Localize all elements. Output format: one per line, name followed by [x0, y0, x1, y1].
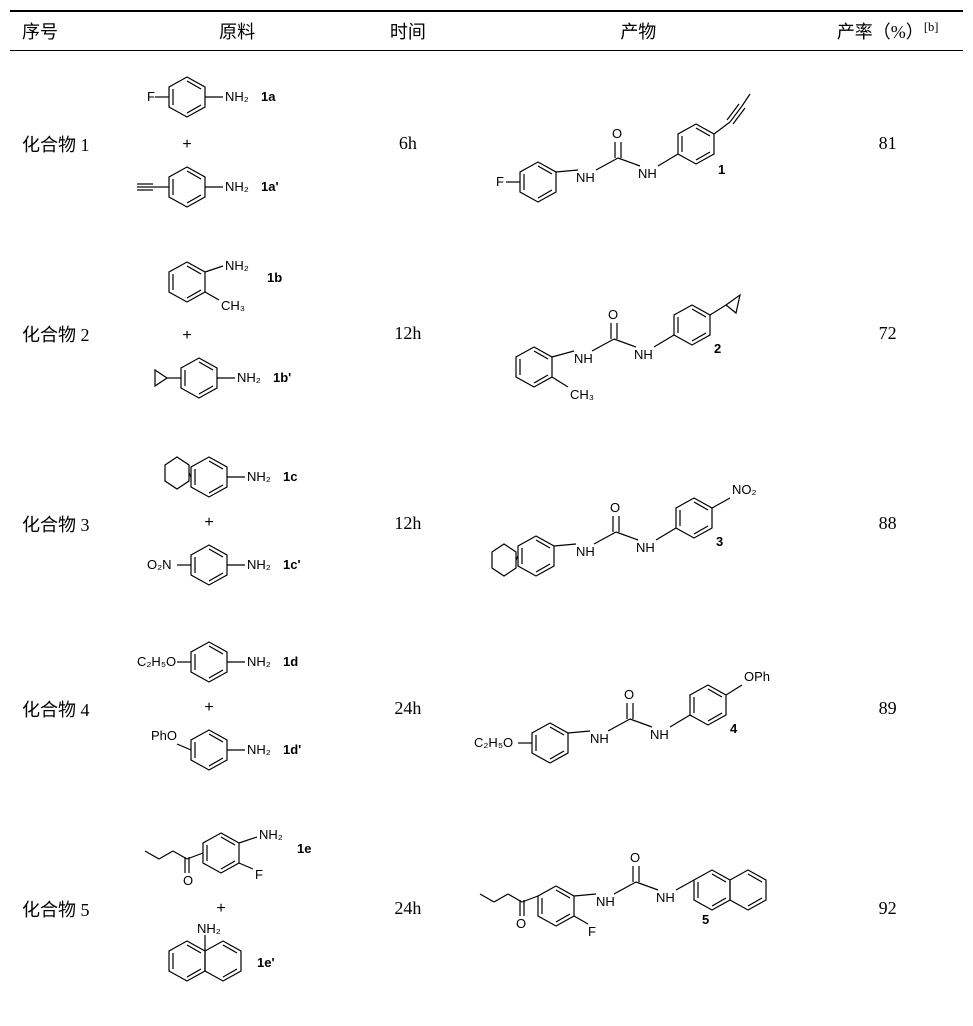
cell-prod-4: C₂H₅O NH O NH OPh 4	[464, 616, 812, 801]
table-row: 化合物 1 F NH₂ 1a +	[10, 51, 963, 237]
chem-NH2: NH₂	[197, 921, 221, 936]
chem-O2N: O₂N	[147, 557, 172, 572]
chem-F: F	[496, 174, 504, 189]
chem-CH3: CH₃	[570, 387, 594, 402]
chem-PhO: PhO	[151, 728, 177, 743]
chem-F: F	[255, 867, 263, 882]
cell-prod-2: CH₃ NH O NH 2	[464, 236, 812, 431]
table-row: 化合物 5	[10, 801, 963, 1016]
cell-seq-3: 化合物 3	[10, 431, 123, 616]
chem-NH: NH	[596, 894, 615, 909]
chem-NH2: NH₂	[247, 557, 271, 572]
chem-F: F	[147, 89, 155, 104]
chem-OPh: OPh	[744, 669, 770, 684]
plus-icon: +	[182, 327, 191, 344]
chem-O: O	[624, 687, 634, 702]
label-prod-1: 1	[718, 162, 725, 177]
chem-NH2: NH₂	[247, 742, 271, 757]
label-1b: 1b	[267, 270, 282, 285]
cell-yield-2: 72	[812, 236, 963, 431]
header-yield-text: 产率（%）	[837, 22, 924, 42]
cell-raw-1: F NH₂ 1a +	[123, 51, 352, 237]
chem-O: O	[610, 500, 620, 515]
chem-F: F	[588, 924, 596, 939]
chem-NH: NH	[636, 540, 655, 555]
chem-O: O	[630, 850, 640, 865]
chem-C2H5O: C₂H₅O	[474, 735, 513, 750]
chem-NH2: NH₂	[225, 179, 249, 194]
chem-O: O	[612, 126, 622, 141]
label-1d: 1d	[283, 654, 298, 669]
header-prod: 产物	[464, 11, 812, 51]
cell-yield-5: 92	[812, 801, 963, 1016]
chem-O: O	[608, 307, 618, 322]
label-1e: 1e	[297, 841, 311, 856]
header-raw: 原料	[123, 11, 352, 51]
cell-seq-1: 化合物 1	[10, 51, 123, 237]
chem-NH2: NH₂	[225, 258, 249, 273]
cell-time-1: 6h	[352, 51, 465, 237]
chem-NH: NH	[576, 170, 595, 185]
header-seq: 序号	[10, 11, 123, 51]
chem-NH: NH	[656, 890, 675, 905]
header-yield: 产率（%）[b]	[812, 11, 963, 51]
label-1a-prime: 1a'	[261, 179, 279, 194]
cell-prod-1: F NH O NH 1	[464, 51, 812, 237]
chem-O: O	[183, 873, 193, 888]
cell-time-3: 12h	[352, 431, 465, 616]
chem-NH: NH	[576, 544, 595, 559]
label-prod-5: 5	[702, 912, 709, 927]
chem-NH2: NH₂	[259, 827, 283, 842]
chem-NH: NH	[634, 347, 653, 362]
cell-yield-3: 88	[812, 431, 963, 616]
label-1e-prime: 1e'	[257, 955, 275, 970]
cell-raw-2: NH₂ CH₃ 1b + NH₂	[123, 236, 352, 431]
chem-NH: NH	[574, 351, 593, 366]
chem-NH: NH	[590, 731, 609, 746]
table-row: 化合物 3 NH₂ 1c +	[10, 431, 963, 616]
cell-prod-5: O F NH O NH 5	[464, 801, 812, 1016]
cell-raw-4: C₂H₅O NH₂ 1d + PhO NH₂ 1d'	[123, 616, 352, 801]
cell-raw-3: NH₂ 1c + O₂N NH₂ 1c'	[123, 431, 352, 616]
chem-C2H5O: C₂H₅O	[137, 654, 176, 669]
label-1b-prime: 1b'	[273, 370, 291, 385]
cell-time-2: 12h	[352, 236, 465, 431]
chem-O: O	[516, 916, 526, 931]
table-row: 化合物 2 NH₂ CH₃ 1b +	[10, 236, 963, 431]
cell-yield-1: 81	[812, 51, 963, 237]
cell-seq-5: 化合物 5	[10, 801, 123, 1016]
label-prod-3: 3	[716, 534, 723, 549]
plus-icon: +	[182, 136, 191, 153]
chem-NH2: NH₂	[247, 469, 271, 484]
plus-icon: +	[204, 514, 213, 531]
chem-NH: NH	[650, 727, 669, 742]
chem-NO2: NO₂	[732, 482, 757, 497]
cell-prod-3: NH O NH NO₂ 3	[464, 431, 812, 616]
cell-time-5: 24h	[352, 801, 465, 1016]
plus-icon: +	[204, 699, 213, 716]
cell-yield-4: 89	[812, 616, 963, 801]
label-1d-prime: 1d'	[283, 742, 301, 757]
chem-NH2: NH₂	[225, 89, 249, 104]
label-1a: 1a	[261, 89, 276, 104]
table-header-row: 序号 原料 时间 产物 产率（%）[b]	[10, 11, 963, 51]
chem-CH3: CH₃	[221, 298, 245, 313]
label-prod-2: 2	[714, 341, 721, 356]
header-yield-sup: [b]	[924, 20, 939, 34]
chem-NH: NH	[638, 166, 657, 181]
header-time: 时间	[352, 11, 465, 51]
reaction-table: 序号 原料 时间 产物 产率（%）[b] 化合物 1	[10, 10, 963, 1016]
cell-raw-5: O F NH₂ 1e +	[123, 801, 352, 1016]
plus-icon: +	[216, 900, 225, 917]
chem-NH2: NH₂	[237, 370, 261, 385]
label-prod-4: 4	[730, 721, 738, 736]
cell-seq-2: 化合物 2	[10, 236, 123, 431]
chem-NH2: NH₂	[247, 654, 271, 669]
cell-time-4: 24h	[352, 616, 465, 801]
table-row: 化合物 4 C₂H₅O NH₂ 1d +	[10, 616, 963, 801]
label-1c-prime: 1c'	[283, 557, 301, 572]
cell-seq-4: 化合物 4	[10, 616, 123, 801]
label-1c: 1c	[283, 469, 297, 484]
